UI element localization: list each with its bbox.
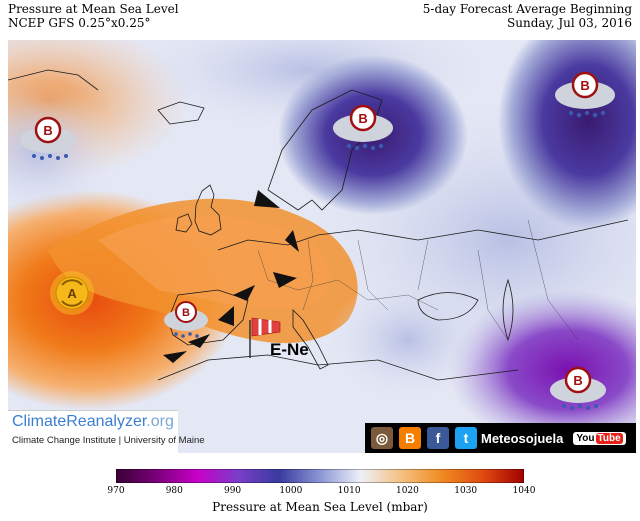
- site-name: ClimateReanalyzer: [12, 413, 147, 430]
- forecast-label: 5-day Forecast Average Beginning: [422, 2, 632, 16]
- colorbar: [116, 469, 524, 483]
- svg-text:B: B: [573, 373, 582, 388]
- model-label: NCEP GFS 0.25°x0.25°: [8, 16, 151, 30]
- windsock-icon: [249, 317, 281, 358]
- climate-reanalyzer-logo: ClimateReanalyzer.org Climate Change Ins…: [8, 410, 205, 453]
- flow-arrow: [218, 306, 234, 326]
- colorbar-tick-label: 970: [107, 486, 125, 496]
- colorbar-title: Pressure at Mean Sea Level (mbar): [212, 500, 428, 514]
- instagram-icon[interactable]: ◎: [371, 427, 393, 449]
- social-account-name: Meteosojuela: [481, 430, 564, 446]
- low-pressure-icon: B: [550, 366, 606, 410]
- blogger-icon[interactable]: B: [399, 427, 421, 449]
- site-tld: .org: [146, 413, 174, 430]
- high-pressure-icon: A: [50, 271, 94, 315]
- svg-text:B: B: [182, 307, 190, 319]
- low-pressure-icon: B: [164, 301, 208, 338]
- flow-arrow: [233, 285, 255, 301]
- svg-text:B: B: [358, 111, 367, 126]
- social-bar: ◎ B f t Meteosojuela You Tube: [365, 423, 636, 453]
- flow-arrow: [273, 272, 297, 288]
- pressure-map: E-Ne B B B B B: [8, 40, 636, 453]
- flow-arrows: [163, 190, 299, 363]
- low-pressure-icon: B: [20, 116, 76, 160]
- country-borders: [257, 219, 579, 341]
- header-left: Pressure at Mean Sea Level NCEP GFS 0.25…: [8, 2, 179, 30]
- forecast-date: Sunday, Jul 03, 2016: [507, 16, 632, 30]
- colorbar-tick-label: 1040: [512, 486, 536, 496]
- colorbar-gradient: [116, 469, 524, 483]
- wind-direction-label: E-Ne: [270, 340, 309, 359]
- colorbar-tick-label: 1030: [454, 486, 478, 496]
- header-right: 5-day Forecast Average Beginning Sunday,…: [423, 2, 632, 30]
- flow-arrow: [188, 334, 210, 348]
- map-title: Pressure at Mean Sea Level: [8, 2, 179, 16]
- low-pressure-icon: B: [555, 71, 615, 118]
- colorbar-tick-label: 1010: [337, 486, 361, 496]
- colorbar-tick-label: 990: [223, 486, 242, 496]
- colorbar-tick-label: 1020: [395, 486, 419, 496]
- flow-arrow: [285, 230, 299, 252]
- youtube-icon[interactable]: You Tube: [573, 431, 626, 445]
- low-pressure-icon: B: [333, 104, 393, 151]
- svg-text:B: B: [43, 123, 52, 138]
- flow-arrow: [163, 351, 187, 363]
- middle-east-low-area: [448, 290, 636, 450]
- facebook-icon[interactable]: f: [427, 427, 449, 449]
- svg-text:B: B: [580, 78, 589, 93]
- svg-text:A: A: [67, 286, 77, 301]
- twitter-icon[interactable]: t: [455, 427, 477, 449]
- flow-arrow: [254, 190, 280, 208]
- colorbar-tick-label: 980: [165, 486, 183, 496]
- institute-label: Climate Change Institute | University of…: [12, 435, 205, 446]
- colorbar-tick-label: 1000: [279, 486, 303, 496]
